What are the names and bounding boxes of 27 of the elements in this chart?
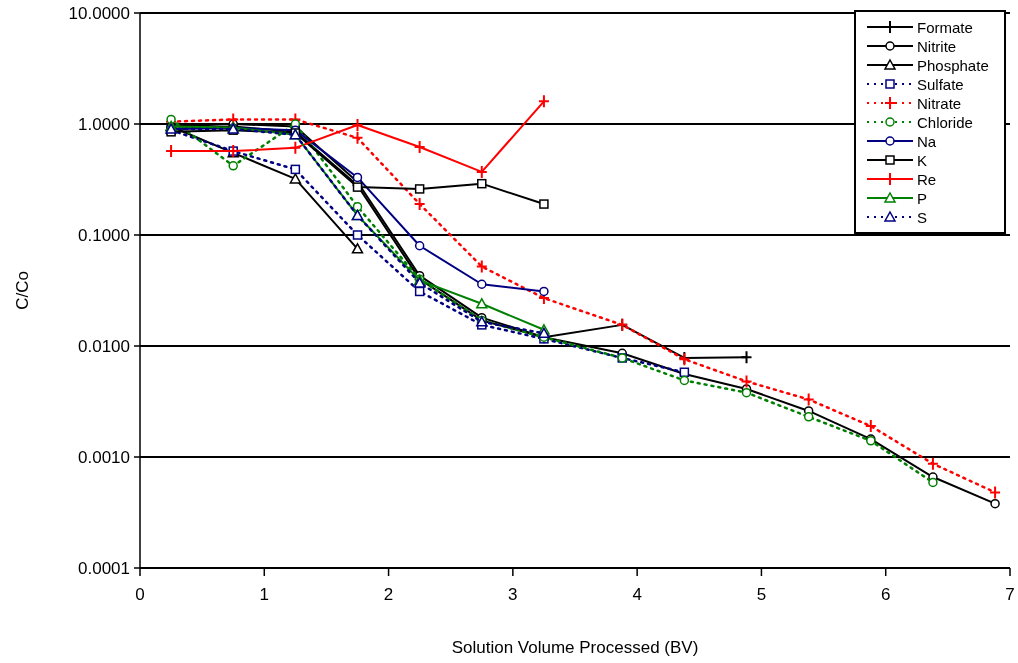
legend-label: Phosphate [917,57,989,74]
legend-label: Nitrate [917,95,962,112]
x-tick-label: 3 [508,585,518,604]
legend-label: Formate [917,19,973,36]
legend-label: P [917,190,928,207]
x-tick-label: 1 [259,585,270,604]
legend-label: Sulfate [917,76,964,93]
y-tick-label: 0.0100 [78,336,130,356]
y-tick-label: 1.0000 [78,114,130,134]
x-tick-label: 2 [383,585,394,604]
x-tick-label: 4 [632,585,642,604]
legend-label: Nitrite [917,38,957,55]
legend-label: S [917,209,928,226]
x-tick-label: 6 [880,585,891,604]
x-tick-label: 7 [1005,585,1015,604]
x-tick-label: 0 [135,585,145,604]
x-tick-label: 5 [756,585,767,604]
y-tick-label: 0.0010 [78,447,130,467]
legend-label: Na [917,133,937,150]
legend-label: Re [917,171,937,188]
x-axis-title: Solution Volume Processed (BV) [451,638,699,657]
y-axis-title: C/Co [13,271,32,310]
y-tick-label: 0.1000 [78,225,130,245]
y-tick-label: 0.0001 [78,558,130,578]
legend-label: Chloride [917,114,973,131]
y-tick-label: 10.0000 [68,3,130,23]
legend-label: K [917,152,928,169]
